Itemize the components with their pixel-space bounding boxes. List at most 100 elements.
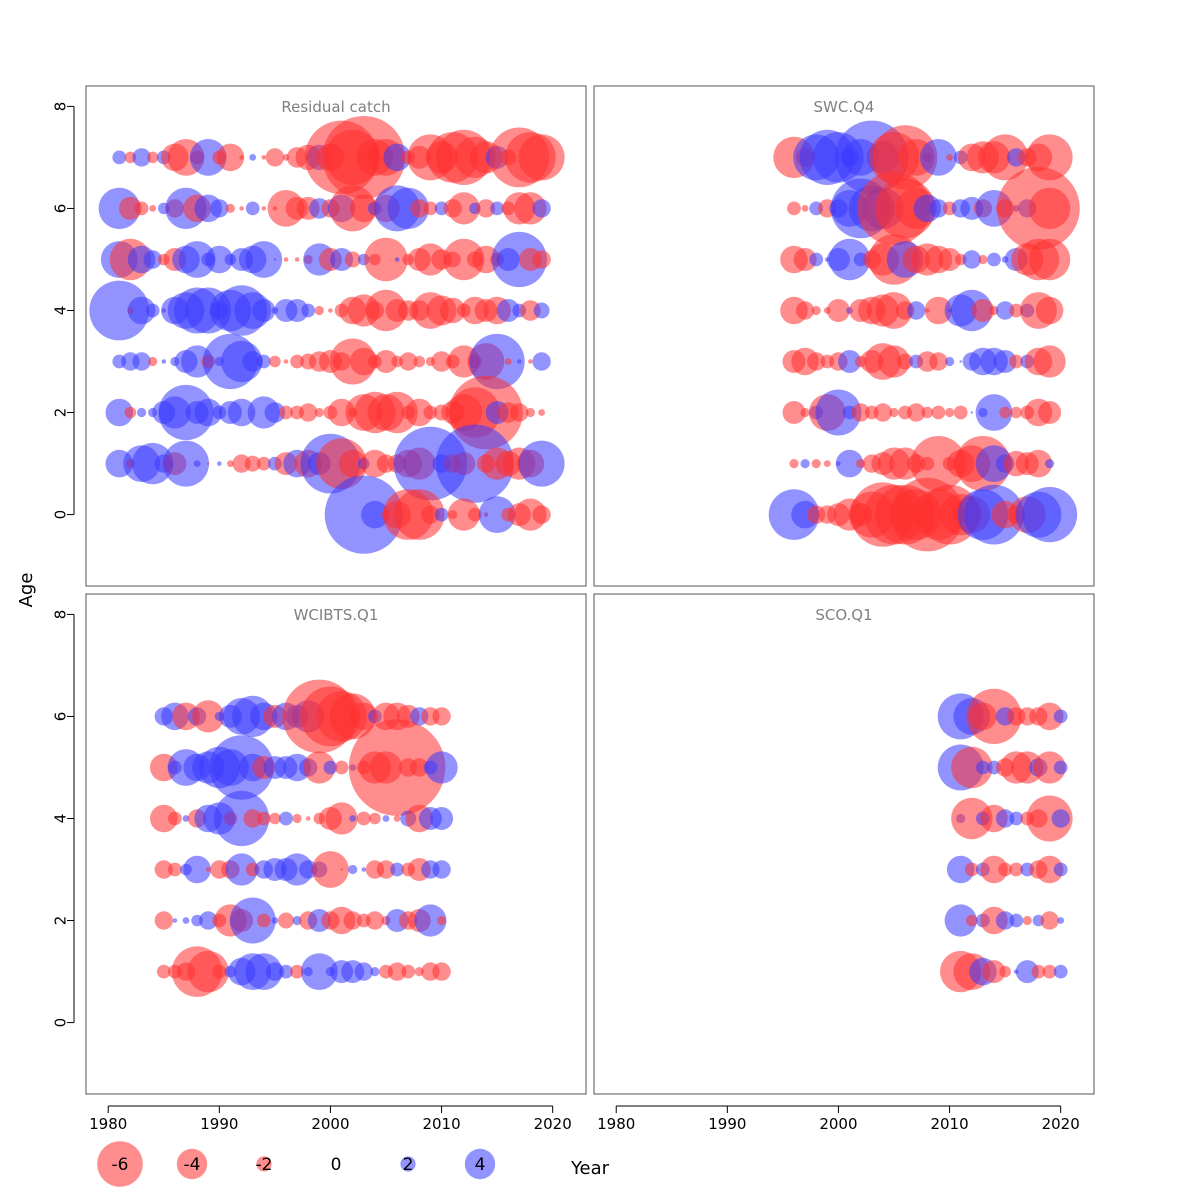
residual-bubble bbox=[350, 194, 378, 223]
x-tick-label: 2020 bbox=[534, 1115, 572, 1133]
residual-bubble bbox=[504, 358, 512, 365]
residual-bubble bbox=[1009, 354, 1024, 369]
residual-bubble bbox=[239, 206, 244, 211]
residual-bubble bbox=[1033, 751, 1066, 784]
residual-bubble bbox=[132, 352, 151, 371]
residual-bubble bbox=[344, 251, 361, 268]
panel-title: WCIBTS.Q1 bbox=[294, 606, 379, 624]
residual-bubble bbox=[227, 460, 234, 467]
residual-bubble bbox=[966, 914, 978, 927]
residual-bubble bbox=[256, 811, 271, 826]
residual-bubble bbox=[532, 199, 551, 218]
residual-bubble bbox=[976, 760, 990, 775]
residual-bubble bbox=[146, 151, 159, 164]
residual-bubble bbox=[149, 205, 157, 212]
y-tick-label: 8 bbox=[52, 102, 70, 112]
residual-bubble bbox=[292, 813, 302, 824]
y-tick-label: 0 bbox=[52, 1018, 70, 1028]
residual-bubble bbox=[182, 815, 190, 822]
residual-bubble bbox=[249, 154, 257, 161]
residual-bubble bbox=[273, 258, 277, 261]
residual-bubble bbox=[423, 405, 438, 420]
residual-bubble bbox=[1009, 303, 1024, 318]
residual-bubble bbox=[421, 505, 440, 524]
residual-bubble bbox=[982, 134, 1029, 181]
residual-bubble bbox=[964, 862, 979, 877]
residual-bubble bbox=[365, 911, 385, 930]
residual-bubble bbox=[532, 250, 551, 269]
residual-bubble bbox=[496, 299, 520, 322]
residual-bubble bbox=[290, 964, 304, 979]
residual-bubble bbox=[1053, 709, 1068, 724]
residual-bubble bbox=[189, 139, 227, 176]
residual-bubble bbox=[105, 398, 134, 427]
residual-bubble bbox=[823, 460, 831, 467]
residual-bubble bbox=[405, 398, 434, 427]
residual-bubble bbox=[1045, 459, 1055, 469]
residual-bubble bbox=[533, 302, 550, 319]
legend-bubble bbox=[176, 1148, 208, 1180]
residual-bubble bbox=[290, 354, 304, 369]
residual-bubble bbox=[393, 815, 401, 822]
residual-bubble bbox=[987, 252, 1001, 267]
residual-bubble bbox=[387, 962, 407, 981]
residual-bubble bbox=[243, 809, 262, 828]
residual-bubble bbox=[1009, 862, 1024, 877]
residual-bubble bbox=[271, 917, 279, 924]
residual-bubble bbox=[256, 456, 271, 471]
residual-bubble bbox=[800, 407, 810, 418]
x-tick-label: 1990 bbox=[708, 1115, 746, 1133]
residual-bubble bbox=[875, 292, 913, 329]
residual-bubble bbox=[971, 299, 995, 322]
residual-bubble bbox=[242, 351, 263, 372]
residual-bubble bbox=[440, 297, 466, 324]
residual-bubble bbox=[826, 299, 850, 322]
residual-bubble bbox=[873, 403, 893, 422]
residual-bubble bbox=[800, 459, 810, 469]
residual-bubble bbox=[118, 196, 142, 220]
residual-bubble bbox=[252, 299, 276, 322]
residual-bubble bbox=[443, 238, 485, 281]
residual-bubble bbox=[172, 918, 178, 923]
y-tick-label: 2 bbox=[52, 408, 70, 418]
residual-bubble bbox=[946, 855, 975, 884]
residual-bubble bbox=[469, 333, 525, 390]
residual-bubble bbox=[163, 440, 209, 487]
residual-bubble bbox=[161, 359, 167, 364]
residual-bubble bbox=[430, 807, 454, 830]
residual-bubble bbox=[356, 811, 371, 826]
residual-bubble bbox=[995, 301, 1015, 320]
legend-label: 4 bbox=[475, 1155, 486, 1175]
residual-bubble bbox=[787, 201, 801, 216]
residual-bubble bbox=[789, 459, 799, 469]
residual-bubble bbox=[154, 860, 173, 879]
x-tick-label: 1980 bbox=[597, 1115, 635, 1133]
residual-bubble bbox=[815, 389, 862, 436]
residual-bubble bbox=[476, 199, 496, 218]
y-tick-label: 2 bbox=[52, 916, 70, 926]
residual-bubble bbox=[279, 964, 293, 979]
residual-bubble bbox=[364, 237, 408, 282]
residual-bubble bbox=[245, 201, 260, 216]
residual-bubble bbox=[256, 354, 271, 369]
residual-bubble bbox=[835, 449, 864, 478]
residual-bubble bbox=[134, 201, 149, 216]
residual-bubble bbox=[924, 296, 953, 325]
x-tick-label: 2020 bbox=[1042, 1115, 1080, 1133]
residual-bubble bbox=[432, 707, 451, 726]
residual-bubble bbox=[168, 811, 182, 826]
legend-bubble bbox=[256, 1156, 272, 1172]
residual-bubble bbox=[998, 862, 1012, 877]
residual-bubble bbox=[124, 406, 137, 419]
residual-bubble bbox=[1009, 913, 1024, 928]
residual-bubble bbox=[962, 250, 981, 269]
residual-bubble bbox=[350, 347, 378, 376]
residual-bubble bbox=[897, 353, 914, 370]
residual-bubble bbox=[423, 201, 438, 216]
residual-bubble bbox=[376, 391, 418, 434]
residual-bubble bbox=[921, 406, 934, 419]
y-axis-title: Age bbox=[16, 573, 37, 608]
y-tick-label: 4 bbox=[52, 814, 70, 824]
residual-bubble bbox=[946, 154, 953, 161]
